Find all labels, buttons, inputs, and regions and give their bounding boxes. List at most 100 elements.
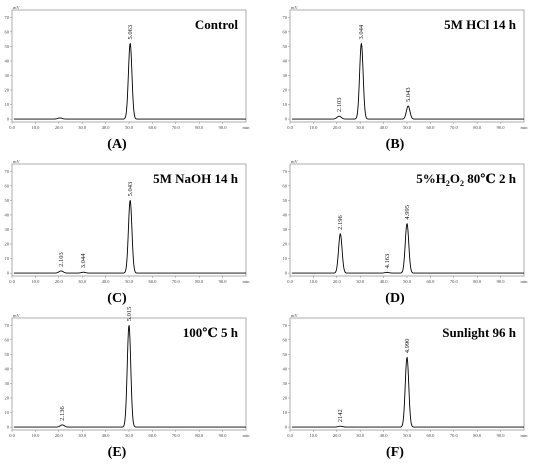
y-tick-label: 10 [283, 102, 288, 107]
x-tick-label: 70.0 [172, 125, 181, 130]
peak-retention-label: 4.163 [384, 254, 391, 269]
y-tick-label: 40 [5, 213, 10, 218]
x-tick-label: min [242, 279, 250, 284]
x-tick-label: 30.0 [78, 279, 87, 284]
chromatogram-panel: mV 0 10 20 30 40 50 60 70 0.0 10.0 20.0 30.0 40.0 50.0… [283, 159, 529, 306]
y-tick-label: 20 [5, 396, 10, 401]
x-tick-label: 20.0 [333, 433, 342, 438]
y-tick-label: 20 [5, 242, 10, 247]
y-tick-label: 0 [7, 425, 10, 430]
y-tick-label: 30 [5, 73, 10, 78]
y-tick-label: 30 [283, 227, 288, 232]
x-tick-label: 40.0 [380, 125, 389, 130]
x-tick-label: 70.0 [172, 433, 181, 438]
x-tick-label: 90.0 [497, 433, 506, 438]
x-tick-label: 10.0 [31, 125, 40, 130]
x-tick-label: 40.0 [380, 433, 389, 438]
x-tick-label: 0.0 [9, 279, 15, 284]
x-tick-label: 80.0 [195, 125, 204, 130]
y-tick-label: 20 [283, 88, 288, 93]
y-tick-label: 70 [283, 323, 288, 328]
x-tick-label: 60.0 [148, 433, 157, 438]
y-tick-label: 50 [5, 44, 10, 49]
x-tick-label: 50.0 [125, 125, 134, 130]
x-tick-label: 80.0 [473, 125, 482, 130]
x-tick-label: 60.0 [148, 125, 157, 130]
chromatogram-trace [291, 223, 524, 274]
y-tick-label: 20 [5, 88, 10, 93]
x-tick-label: 10.0 [309, 279, 318, 284]
y-tick-label: 40 [283, 213, 288, 218]
panel-caption: (D) [385, 291, 405, 306]
x-tick-label: 90.0 [219, 279, 228, 284]
peak-retention-label: 3.044 [80, 253, 87, 268]
y-tick-label: 20 [283, 242, 288, 247]
peak-retention-label: 5.043 [405, 87, 412, 102]
x-tick-label: 30.0 [356, 279, 365, 284]
x-tick-label: min [520, 433, 528, 438]
x-tick-label: 40.0 [102, 279, 111, 284]
y-tick-label: 30 [283, 73, 288, 78]
x-tick-label: 10.0 [31, 279, 40, 284]
x-tick-label: 0.0 [9, 125, 15, 130]
panel-caption: (B) [386, 137, 405, 152]
x-tick-label: 80.0 [473, 433, 482, 438]
x-tick-label: min [520, 279, 528, 284]
x-tick-label: 0.0 [9, 433, 15, 438]
y-tick-label: 70 [283, 15, 288, 20]
title-segment: 2 [446, 179, 450, 188]
x-tick-label: 50.0 [125, 279, 134, 284]
x-tick-label: 60.0 [426, 433, 435, 438]
peak-retention-label: 5.043 [127, 182, 134, 197]
x-tick-label: 30.0 [78, 433, 87, 438]
panel-title: 5%H2O2 80℃ 2 h [416, 171, 517, 188]
y-unit-label: mV [291, 159, 299, 164]
chromatogram-panel: mV 0 10 20 30 40 50 60 70 0.0 10.0 20.0 30.0 40.0 50.0… [283, 5, 529, 152]
title-segment: O [450, 171, 460, 186]
chromatogram-trace [13, 42, 246, 120]
title-segment: 5%H [416, 171, 446, 186]
x-tick-label: 60.0 [426, 125, 435, 130]
y-tick-label: 60 [283, 337, 288, 342]
chromatogram-trace [291, 42, 524, 120]
x-tick-label: 0.0 [287, 125, 293, 130]
x-tick-label: 0.0 [287, 433, 293, 438]
peak-retention-label: 4.995 [404, 205, 411, 220]
x-tick-label: 90.0 [497, 279, 506, 284]
x-tick-label: 60.0 [148, 279, 157, 284]
y-tick-label: 40 [283, 59, 288, 64]
panel-title: Sunlight 96 h [442, 325, 516, 340]
panel-title: 5M HCl 14 h [444, 17, 517, 32]
panel-title: Control [195, 17, 238, 32]
y-unit-label: mV [13, 159, 21, 164]
x-tick-label: min [242, 125, 250, 130]
peak-retention-label: 4.990 [404, 339, 411, 354]
peak-retention-label: 2.136 [59, 406, 66, 421]
x-tick-label: 70.0 [450, 279, 459, 284]
y-tick-label: 0 [285, 271, 288, 276]
x-tick-label: 50.0 [403, 279, 412, 284]
x-tick-label: 40.0 [102, 125, 111, 130]
peak-retention-label: 2.103 [336, 98, 343, 113]
title-segment: 80℃ 2 h [464, 171, 517, 186]
chromatogram-panel: mV 0 10 20 30 40 50 60 70 0.0 10.0 20.0 30.0 40.0 50.0… [5, 159, 251, 306]
x-tick-label: 20.0 [55, 433, 64, 438]
y-tick-label: 50 [283, 198, 288, 203]
x-tick-label: 80.0 [473, 279, 482, 284]
y-tick-label: 50 [5, 198, 10, 203]
peak-retention-label: 3.044 [358, 24, 365, 39]
title-segment: 2 [460, 179, 464, 188]
x-tick-label: 90.0 [219, 433, 228, 438]
x-tick-label: 30.0 [356, 125, 365, 130]
y-tick-label: 30 [5, 381, 10, 386]
y-tick-label: 40 [5, 59, 10, 64]
y-unit-label: mV [291, 5, 299, 10]
peak-retention-label: 2142 [337, 409, 344, 422]
x-tick-label: 50.0 [125, 433, 134, 438]
peak-retention-label: 5.015 [126, 307, 133, 322]
x-tick-label: 70.0 [172, 279, 181, 284]
panel-title: 100℃ 5 h [183, 325, 239, 340]
y-tick-label: 50 [283, 44, 288, 49]
x-tick-label: 0.0 [287, 279, 293, 284]
y-tick-label: 10 [283, 410, 288, 415]
